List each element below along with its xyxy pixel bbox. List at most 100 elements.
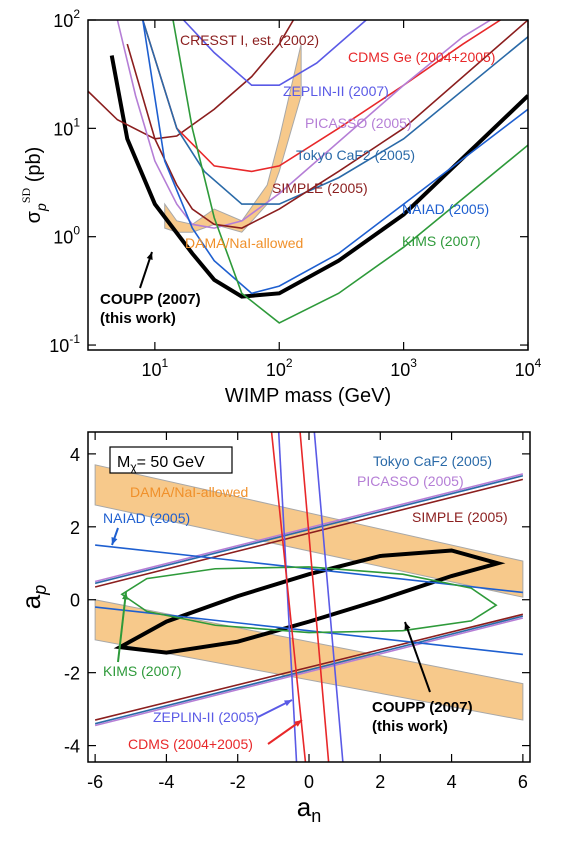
band-label: DAMA/NaI-allowed	[130, 484, 248, 500]
curve-label: Tokyo CaF2 (2005)	[373, 453, 492, 469]
arrow	[404, 621, 431, 693]
curve-label: COUPP (2007)	[100, 291, 201, 308]
tick-exponent: 2	[286, 356, 293, 370]
axis-symbol: a	[297, 792, 312, 822]
tick-label: 101	[142, 356, 169, 380]
axis-sub: p	[33, 203, 49, 212]
axis-symbol: a	[16, 594, 46, 609]
limit-curve	[270, 432, 307, 762]
tick-label: 4	[447, 772, 457, 792]
tick-text: 2	[375, 772, 385, 792]
tick-text: 4	[70, 445, 80, 465]
mass-text: = 50 GeV	[137, 454, 205, 471]
tick-label: 101	[53, 115, 80, 139]
tick-text: 2	[70, 518, 80, 538]
tick-label: 0	[70, 591, 80, 611]
arrow-head	[146, 252, 153, 260]
band-label: DAMA/NaI-allowed	[185, 235, 303, 251]
y-axis-label: ap	[16, 585, 50, 609]
tick-label: 2	[375, 772, 385, 792]
tick-exponent: 2	[73, 7, 80, 21]
tick-label: -4	[158, 772, 174, 792]
curve-label: CRESST I, est. (2002)	[180, 32, 319, 48]
curve-label: PICASSO (2005)	[305, 115, 412, 131]
curve-label: SIMPLE (2005)	[412, 509, 508, 525]
mass-symbol: M	[117, 454, 130, 471]
tick-label: 0	[304, 772, 314, 792]
curve-note: (this work)	[100, 310, 176, 327]
limit-curve	[142, 20, 528, 295]
limit-curve	[299, 432, 330, 762]
tick-text: -2	[64, 664, 80, 684]
tick-label: -4	[64, 737, 80, 757]
mass-box	[109, 446, 233, 474]
limit-curve	[120, 566, 498, 634]
tick-label: 104	[515, 356, 542, 380]
limit-curve	[109, 55, 528, 299]
arrow-head	[404, 622, 411, 630]
tick-exponent: 0	[73, 224, 80, 238]
mass-sub: χ	[130, 460, 137, 474]
tick-exponent: -1	[69, 332, 80, 346]
arrow-head	[122, 592, 129, 600]
tick-label: 103	[390, 356, 417, 380]
arrow	[117, 591, 127, 663]
tick-text: -2	[230, 772, 246, 792]
limit-curve	[172, 20, 528, 324]
x-axis-label: an	[297, 792, 321, 826]
arrow-head	[284, 700, 292, 707]
curve-label: Tokyo CaF2 (2005)	[296, 147, 415, 163]
curve-note: (this work)	[372, 718, 448, 735]
axis-sup: SD	[19, 187, 33, 203]
tick-exponent: 1	[162, 356, 169, 370]
mass-label: Mχ= 50 GeV	[117, 454, 205, 474]
tick-label: 102	[53, 7, 80, 31]
limit-curve	[142, 20, 501, 173]
arrow-head	[294, 720, 302, 727]
limit-curve	[182, 20, 367, 87]
curve-label: SIMPLE (2005)	[272, 180, 368, 196]
tick-exponent: 4	[535, 356, 542, 370]
plot-area	[94, 432, 524, 762]
curve-label: KIMS (2007)	[402, 233, 481, 249]
tick-text: 10	[142, 360, 162, 380]
allowed-band	[164, 43, 302, 233]
tick-text: -4	[158, 772, 174, 792]
axis-sub: n	[311, 806, 321, 826]
curve-label: NAIAD (2005)	[402, 201, 489, 217]
limit-curve	[313, 432, 344, 762]
tick-label: -6	[87, 772, 103, 792]
limit-curve	[116, 20, 491, 229]
tick-label: 102	[266, 356, 293, 380]
axis-unit: (pb)	[23, 147, 45, 183]
curve-label: ZEPLIN-II (2007)	[283, 83, 389, 99]
tick-label: 2	[70, 518, 80, 538]
curve-label: CDMS (2004+2005)	[128, 736, 253, 752]
x-axis-label: WIMP mass (GeV)	[225, 385, 391, 407]
y-axis-label: σpSD (pb)	[19, 147, 49, 224]
limit-curve	[142, 20, 528, 205]
curve-label: NAIAD (2005)	[103, 510, 190, 526]
limit-curve	[94, 615, 524, 725]
tick-text: -6	[87, 772, 103, 792]
tick-label: 6	[518, 772, 528, 792]
curve-label: ZEPLIN-II (2005)	[153, 709, 259, 725]
tick-text: 10	[53, 11, 73, 31]
tick-label: -2	[64, 664, 80, 684]
tick-label: 4	[70, 445, 80, 465]
tick-exponent: 1	[73, 115, 80, 129]
allowed-band	[94, 599, 524, 721]
tick-text: 0	[304, 772, 314, 792]
arrow-head	[111, 537, 118, 545]
tick-label: 100	[53, 224, 80, 248]
curve-label: PICASSO (2005)	[357, 473, 464, 489]
axis-symbol: σ	[23, 210, 45, 223]
tick-text: 6	[518, 772, 528, 792]
limit-curve	[277, 432, 298, 762]
curve-label: CDMS Ge (2004+2005)	[348, 49, 495, 65]
tick-text: 10	[49, 336, 69, 356]
tick-text: 10	[390, 360, 410, 380]
tick-exponent: 3	[410, 356, 417, 370]
tick-text: 10	[53, 228, 73, 248]
